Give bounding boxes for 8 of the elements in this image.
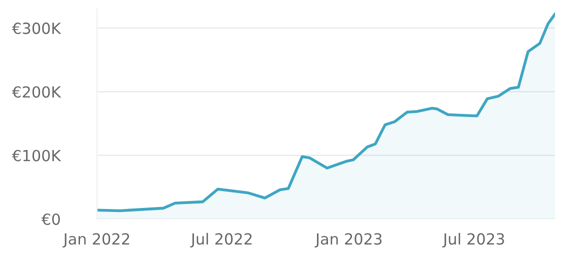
y-tick-label: €100K <box>12 150 62 162</box>
x-tick-label: Jul 2023 <box>442 232 504 248</box>
y-tick-label: €200K <box>12 86 62 98</box>
y-tick-label: €0 <box>41 213 60 226</box>
x-tick-label: Jan 2023 <box>314 233 382 248</box>
x-tick-label: Jan 2022 <box>62 233 130 248</box>
y-tick-label: €300K <box>12 22 62 34</box>
x-tick-label: Jul 2022 <box>190 232 252 248</box>
